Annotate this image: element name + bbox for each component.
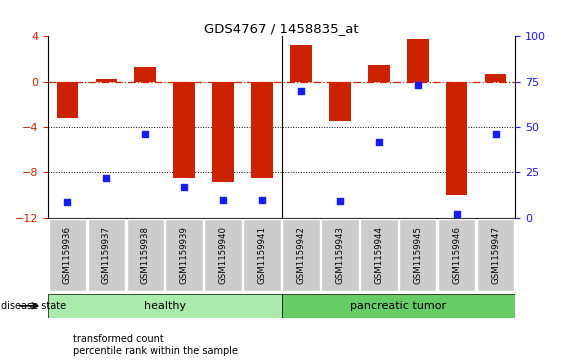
Text: GSM1159940: GSM1159940 (218, 226, 227, 284)
Bar (321, 219, 359, 291)
Point (297, 88, 306, 94)
Text: GSM1159947: GSM1159947 (491, 226, 500, 284)
Point (336, 199, 345, 204)
Text: GSM1159937: GSM1159937 (102, 226, 111, 284)
Bar (166, 219, 203, 291)
Text: GSM1159936: GSM1159936 (63, 226, 72, 284)
Bar (48, 294, 282, 318)
Bar (48, 219, 86, 291)
Bar (291, 45, 312, 82)
Text: GSM1159939: GSM1159939 (180, 226, 189, 284)
Bar (88, 219, 125, 291)
Text: GSM1159942: GSM1159942 (297, 226, 306, 284)
Text: GSM1159944: GSM1159944 (374, 226, 383, 284)
Bar (127, 219, 164, 291)
Point (102, 175, 111, 181)
Text: GSM1159938: GSM1159938 (141, 226, 150, 284)
Point (491, 131, 500, 137)
Point (141, 131, 150, 137)
Bar (282, 294, 515, 318)
Text: healthy: healthy (144, 301, 186, 311)
Bar (135, 67, 156, 82)
Text: disease state: disease state (1, 301, 66, 311)
Point (374, 139, 383, 144)
Bar (399, 219, 436, 291)
Point (257, 197, 266, 203)
Bar (282, 219, 320, 291)
Bar (329, 82, 351, 121)
Text: GSM1159943: GSM1159943 (336, 226, 345, 284)
Bar (57, 82, 78, 118)
Bar (438, 219, 475, 291)
Bar (243, 219, 281, 291)
Bar (360, 219, 397, 291)
Text: GSM1159945: GSM1159945 (413, 226, 422, 284)
Title: GDS4767 / 1458835_at: GDS4767 / 1458835_at (204, 22, 359, 35)
Bar (446, 82, 467, 195)
Point (180, 184, 189, 190)
Bar (96, 79, 117, 82)
Bar (204, 219, 242, 291)
Text: percentile rank within the sample: percentile rank within the sample (73, 346, 238, 356)
Point (63, 199, 72, 205)
Bar (368, 65, 390, 82)
Text: GSM1159946: GSM1159946 (452, 226, 461, 284)
Text: pancreatic tumor: pancreatic tumor (350, 301, 446, 311)
Point (218, 197, 227, 203)
Bar (477, 219, 515, 291)
Bar (173, 82, 195, 178)
Bar (212, 82, 234, 182)
Bar (407, 38, 428, 82)
Bar (485, 74, 506, 82)
Text: GSM1159941: GSM1159941 (257, 226, 266, 284)
Point (452, 211, 461, 217)
Bar (251, 82, 272, 178)
Point (413, 82, 422, 88)
Text: transformed count: transformed count (73, 334, 164, 344)
